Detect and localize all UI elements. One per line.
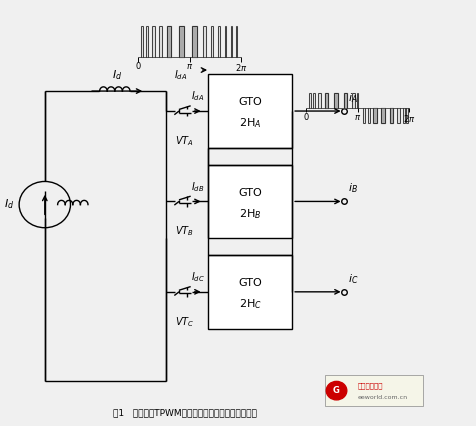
Text: GTO: GTO — [238, 278, 261, 288]
Text: $I_d$: $I_d$ — [112, 68, 122, 82]
Text: GTO: GTO — [238, 97, 261, 107]
Text: 2H$_B$: 2H$_B$ — [238, 207, 261, 221]
Text: $\pi$: $\pi$ — [353, 113, 360, 122]
Text: $I_d$: $I_d$ — [4, 198, 14, 211]
Text: VT$_B$: VT$_B$ — [175, 225, 194, 239]
Text: 2$\pi$: 2$\pi$ — [234, 63, 247, 73]
Text: VT$_C$: VT$_C$ — [175, 315, 194, 329]
Text: $\pi$: $\pi$ — [186, 63, 193, 72]
Text: $I_{dA}$: $I_{dA}$ — [174, 68, 187, 82]
Bar — [208, 164, 292, 238]
Text: G: G — [332, 386, 339, 395]
Text: $i_A$: $i_A$ — [347, 91, 357, 105]
Text: eeworld.com.cn: eeworld.com.cn — [357, 395, 407, 400]
Text: 2H$_A$: 2H$_A$ — [238, 117, 261, 130]
Bar — [208, 255, 292, 328]
Text: 2H$_C$: 2H$_C$ — [238, 297, 261, 311]
Text: GTO: GTO — [238, 187, 261, 198]
FancyBboxPatch shape — [324, 375, 422, 406]
Text: $i_B$: $i_B$ — [347, 181, 357, 195]
Circle shape — [326, 381, 346, 400]
Text: $i_C$: $i_C$ — [347, 272, 358, 285]
Text: 2$\pi$: 2$\pi$ — [402, 113, 414, 124]
Text: 0: 0 — [303, 113, 308, 122]
Text: $I_{dB}$: $I_{dB}$ — [190, 180, 204, 194]
Text: 电子工程世界: 电子工程世界 — [357, 383, 382, 389]
Text: $I_{dA}$: $I_{dA}$ — [190, 90, 204, 104]
Bar — [208, 74, 292, 148]
Text: 图1   三相基本TPWM直流电电流源逆变器的原理电路: 图1 三相基本TPWM直流电电流源逆变器的原理电路 — [113, 408, 256, 417]
Text: VT$_A$: VT$_A$ — [175, 134, 194, 148]
Text: 0: 0 — [135, 63, 140, 72]
Text: $I_{dC}$: $I_{dC}$ — [190, 271, 204, 284]
